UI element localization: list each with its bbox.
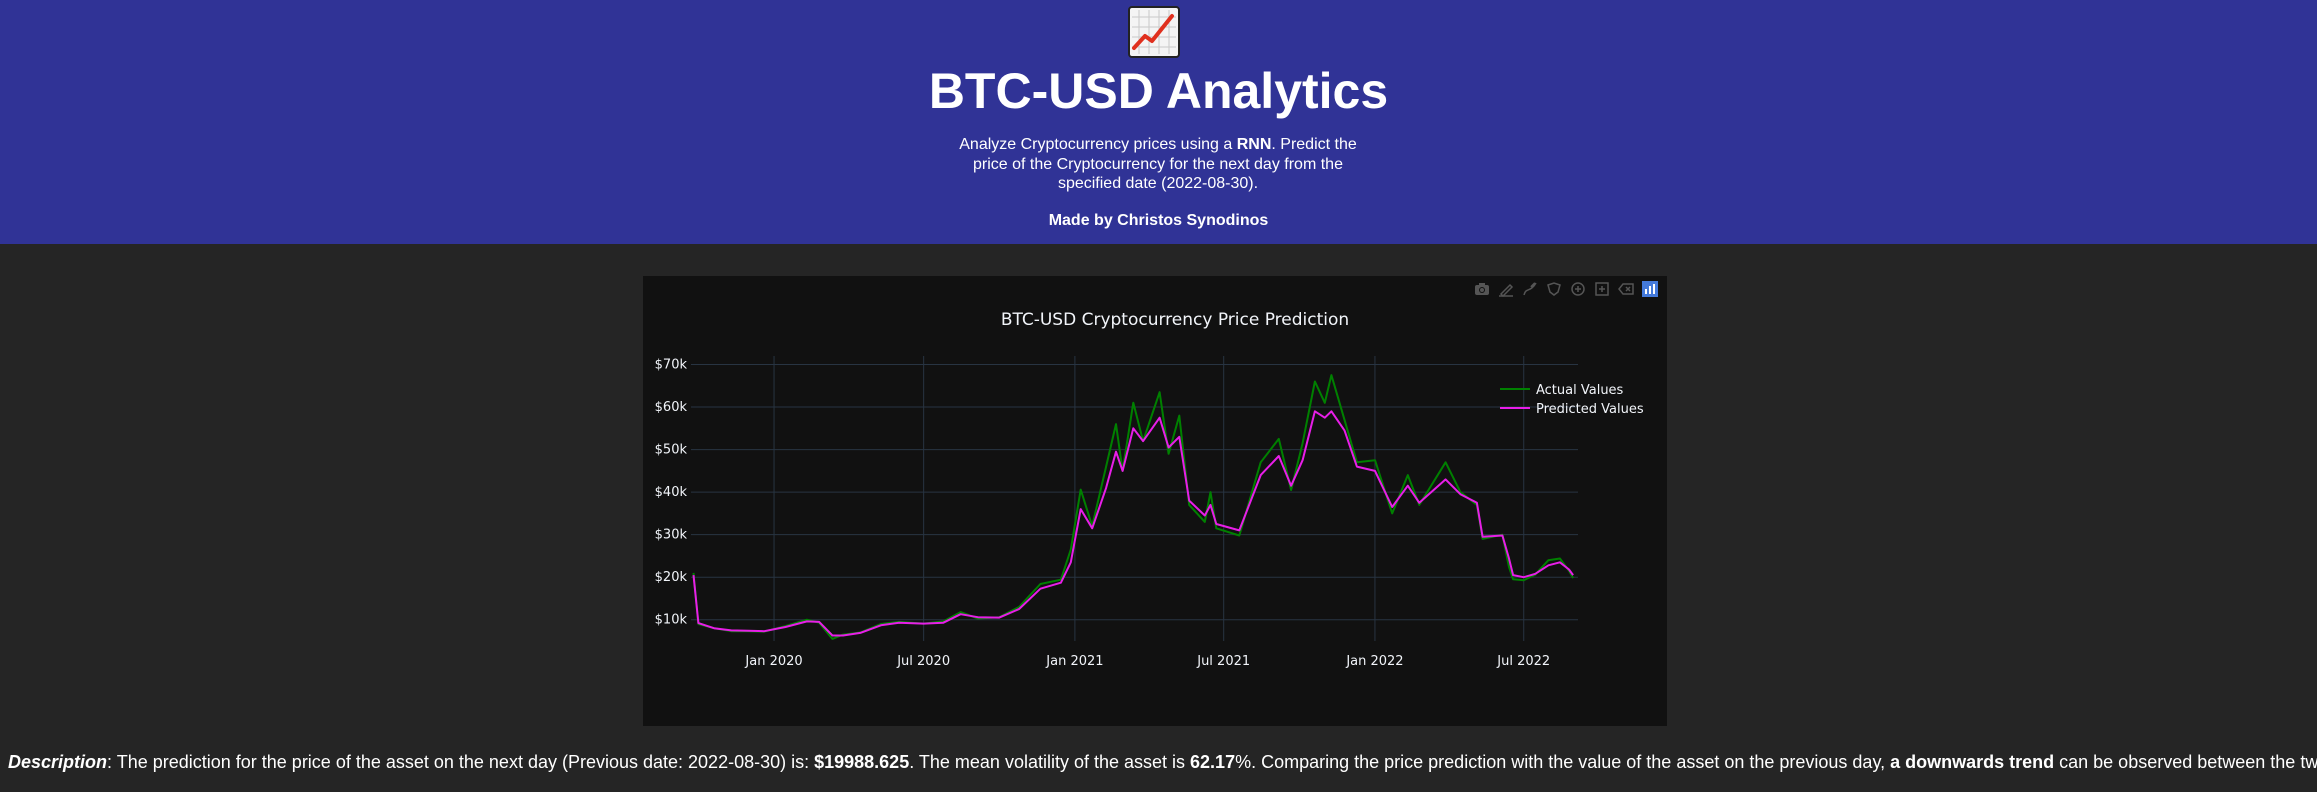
y-tick-label: $70k: [655, 358, 688, 373]
app-header: BTC-USD Analytics Analyze Cryptocurrency…: [0, 0, 2317, 244]
plot-area[interactable]: [692, 374, 1574, 640]
camera-icon[interactable]: [1471, 278, 1493, 300]
draw-line-icon[interactable]: [1495, 278, 1517, 300]
chart-increasing-icon: [1128, 6, 1180, 58]
y-tick-label: $10k: [655, 613, 688, 628]
legend-item-label[interactable]: Predicted Values: [1536, 402, 1644, 417]
y-tick-label: $60k: [655, 400, 688, 415]
prediction-description: Description: The prediction for the pric…: [8, 752, 2317, 772]
price-chart[interactable]: BTC-USD Cryptocurrency Price Prediction …: [643, 276, 1667, 726]
y-tick-label: $20k: [655, 570, 688, 585]
grid-lines: [691, 356, 1578, 641]
draw-rectangle-icon[interactable]: [1591, 278, 1613, 300]
draw-circle-icon[interactable]: [1567, 278, 1589, 300]
y-axis: $10k $20k $30k $40k $50k $60k $70k: [655, 358, 688, 628]
x-tick-label: Jan 2021: [1045, 654, 1103, 669]
chart-canvas[interactable]: BTC-USD Cryptocurrency Price Prediction …: [643, 276, 1667, 726]
legend[interactable]: Actual Values Predicted Values: [1500, 383, 1644, 417]
author-credit: Made by Christos Synodinos: [1048, 212, 1269, 229]
x-axis: Jan 2020 Jul 2020 Jan 2021 Jul 2021 Jan 2022…: [744, 654, 1550, 669]
x-tick-label: Jan 2022: [1345, 654, 1403, 669]
draw-open-path-icon[interactable]: [1519, 278, 1541, 300]
plotly-logo-icon[interactable]: [1639, 278, 1661, 300]
series-line-actual[interactable]: [692, 374, 1574, 640]
trend-text: a downwards trend: [1890, 752, 2055, 772]
legend-item-label[interactable]: Actual Values: [1536, 383, 1624, 398]
page-subtitle: Analyze Cryptocurrency prices using a RN…: [959, 136, 1357, 192]
page-title: BTC-USD Analytics: [928, 63, 1389, 119]
y-tick-label: $50k: [655, 443, 688, 458]
x-tick-label: Jul 2022: [1496, 654, 1550, 669]
erase-shape-icon[interactable]: [1615, 278, 1637, 300]
chart-title: BTC-USD Cryptocurrency Price Prediction: [1001, 310, 1349, 330]
y-tick-label: $30k: [655, 528, 688, 543]
x-tick-label: Jan 2020: [744, 654, 802, 669]
chart-modebar: [1471, 278, 1661, 300]
x-tick-label: Jul 2020: [896, 654, 950, 669]
y-tick-label: $40k: [655, 485, 688, 500]
series-line-predicted[interactable]: [692, 410, 1574, 637]
x-tick-label: Jul 2021: [1196, 654, 1250, 669]
draw-closed-path-icon[interactable]: [1543, 278, 1565, 300]
prediction-value: $19988.625: [814, 752, 910, 772]
volatility-value: 62.17: [1190, 752, 1236, 772]
